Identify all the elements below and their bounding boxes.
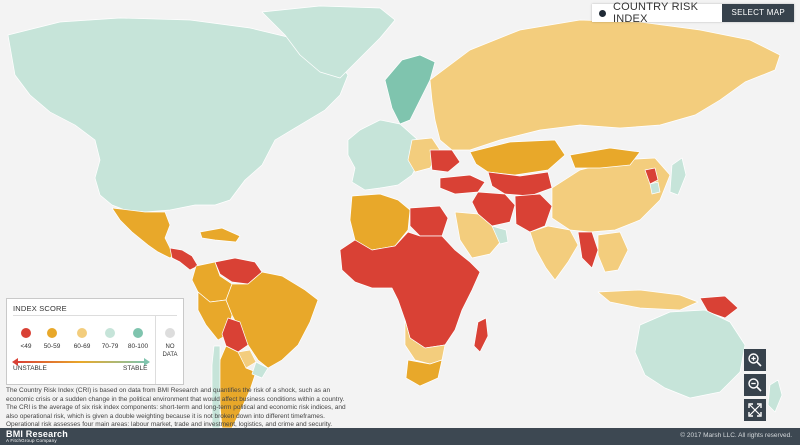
region-europe-west[interactable] (347, 119, 421, 191)
logo-text: BMI Research (6, 429, 68, 439)
legend-label-50-59: 50-59 (43, 343, 61, 350)
region-myanmar[interactable] (577, 231, 599, 269)
legend-stable-label: STABLE (123, 365, 148, 372)
fullscreen-icon (748, 403, 762, 417)
legend-divider (13, 315, 177, 316)
region-korea-japan[interactable] (649, 157, 687, 196)
region-pakistan-afghanistan[interactable] (514, 193, 553, 233)
region-madagascar[interactable] (473, 317, 489, 353)
legend-swatch-50-59 (47, 328, 57, 338)
region-north-africa-west[interactable] (349, 193, 411, 251)
legend-swatch-80-100 (133, 328, 143, 338)
region-scandinavia[interactable] (384, 54, 436, 125)
legend-swatch-70-79 (105, 328, 115, 338)
region-central-america[interactable] (169, 247, 199, 271)
region-greenland[interactable] (261, 5, 396, 79)
legend-label-80-100: 80-100 (127, 343, 149, 350)
region-iran[interactable] (471, 191, 516, 227)
zoom-in-icon (748, 353, 762, 367)
region-uruguay[interactable] (251, 361, 269, 379)
zoom-out-button[interactable] (744, 374, 766, 396)
legend-label-no-data: NO DATA (162, 344, 178, 358)
fullscreen-button[interactable] (744, 399, 766, 421)
legend-label-60-69: 60-69 (73, 343, 91, 350)
map-indicator-dot (599, 9, 606, 17)
legend-unstable-label: UNSTABLE (13, 365, 47, 372)
region-ukraine[interactable] (429, 149, 461, 173)
logo-subtext: A FitchGroup Company (6, 438, 57, 443)
region-caribbean[interactable] (199, 227, 241, 243)
region-india[interactable] (529, 225, 579, 281)
legend-swatch-no-data (165, 328, 175, 338)
footer-bar: BMI Research A FitchGroup Company © 2017 … (0, 428, 800, 445)
legend-title: INDEX SCORE (13, 304, 67, 313)
zoom-out-icon (748, 378, 762, 392)
region-new-zealand[interactable] (767, 379, 783, 413)
map-selector[interactable]: COUNTRY RISK INDEX SELECT MAP (592, 1, 794, 25)
region-se-asia[interactable] (597, 231, 629, 273)
region-mongolia[interactable] (569, 147, 641, 169)
region-egypt[interactable] (409, 205, 449, 237)
stability-arrow (12, 358, 150, 366)
bmi-research-logo: BMI Research A FitchGroup Company (6, 429, 68, 443)
map-selector-label: COUNTRY RISK INDEX (613, 1, 699, 25)
index-score-legend: INDEX SCORE <49 50-59 60-69 70-79 80-100… (6, 298, 184, 385)
zoom-in-button[interactable] (744, 349, 766, 371)
region-kazakhstan[interactable] (469, 139, 566, 176)
region-australia[interactable] (634, 309, 746, 399)
legend-label-70-79: 70-79 (101, 343, 119, 350)
region-saudi-arabia[interactable] (454, 211, 503, 259)
legend-swatch-60-69 (77, 328, 87, 338)
region-indonesia[interactable] (597, 289, 699, 311)
select-map-button[interactable]: SELECT MAP (722, 4, 794, 22)
region-sub-saharan-africa[interactable] (339, 231, 481, 349)
copyright-text: © 2017 Marsh LLC. All rights reserved. (680, 432, 792, 439)
legend-separator (155, 315, 156, 384)
region-central-asia[interactable] (487, 171, 553, 197)
region-north-korea[interactable] (644, 167, 659, 185)
region-south-africa[interactable] (405, 359, 443, 387)
legend-swatch-under-49 (21, 328, 31, 338)
legend-label-under-49: <49 (20, 343, 32, 350)
region-gulf-states[interactable] (491, 225, 509, 245)
index-description: The Country Risk Index (CRI) is based on… (6, 387, 346, 429)
region-chile[interactable] (211, 345, 221, 428)
